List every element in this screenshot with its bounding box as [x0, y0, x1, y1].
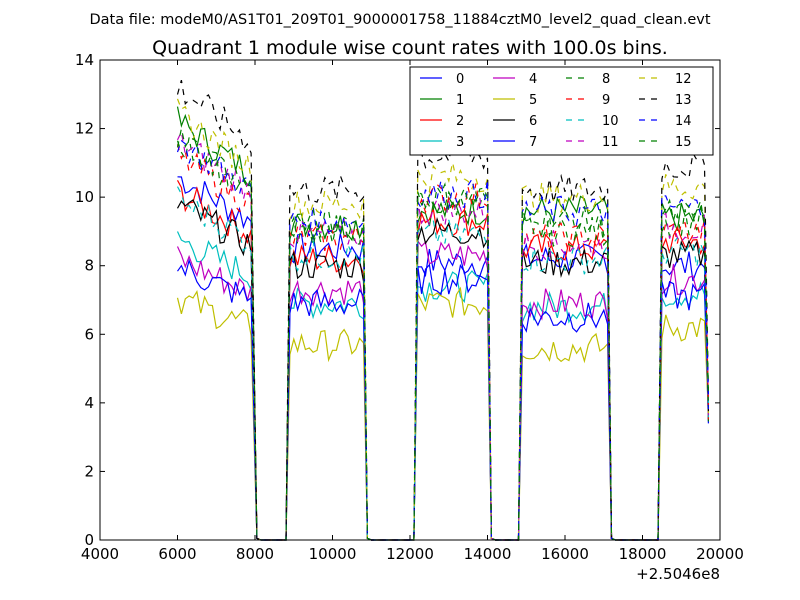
series-10-line [176, 186, 709, 541]
series-7-line [177, 258, 709, 541]
x-tick-label: 12000 [386, 545, 434, 563]
legend-label-2: 2 [456, 114, 464, 129]
series-3-line [176, 231, 709, 541]
legend-label-8: 8 [602, 72, 610, 87]
y-tick-label: 6 [84, 325, 94, 343]
legend-label-4: 4 [529, 72, 537, 87]
series-2-line [176, 180, 709, 541]
y-tick-label: 4 [84, 394, 94, 412]
legend-label-9: 9 [602, 93, 610, 108]
x-offset-label: +2.5046e8 [636, 565, 720, 583]
legend-label-14: 14 [675, 114, 692, 129]
legend-label-12: 12 [675, 72, 692, 87]
plot-lines [176, 79, 709, 541]
x-tick-label: 20000 [696, 545, 744, 563]
series-12-line [176, 98, 709, 541]
legend-label-15: 15 [675, 135, 692, 150]
legend-label-1: 1 [456, 93, 464, 108]
y-tick-label: 12 [75, 120, 94, 138]
chart-title: Quadrant 1 module wise count rates with … [152, 37, 668, 59]
series-14-line [176, 139, 709, 541]
legend-label-3: 3 [456, 135, 464, 150]
x-tick-label: 4000 [81, 545, 119, 563]
series-9-line [176, 144, 709, 541]
legend-label-6: 6 [529, 114, 537, 129]
legend-label-0: 0 [456, 72, 464, 87]
x-tick-label: 8000 [236, 545, 274, 563]
legend-box [409, 66, 714, 156]
x-tick-label: 6000 [158, 545, 196, 563]
axis-ticks: 4000 6000 8000 10000 12000 14000 16000 18000 200… [75, 51, 744, 563]
chart-suptitle: Data file: modeM0/AS1T01_209T01_90000017… [89, 12, 710, 28]
legend-label-5: 5 [529, 93, 537, 108]
y-tick-label: 14 [75, 51, 94, 69]
legend-label-11: 11 [602, 135, 619, 150]
y-tick-label: 0 [84, 531, 94, 549]
y-tick-label: 10 [75, 188, 94, 206]
series-11-line [176, 129, 709, 541]
y-tick-label: 8 [84, 257, 94, 275]
legend-label-7: 7 [529, 135, 537, 150]
x-tick-label: 18000 [619, 545, 667, 563]
series-4-line [176, 239, 709, 541]
series-15-line [176, 128, 709, 541]
y-tick-label: 2 [84, 462, 94, 480]
series-0-line [177, 176, 709, 541]
x-tick-label: 16000 [541, 545, 589, 563]
legend-label-10: 10 [602, 114, 619, 129]
series-8-line [176, 137, 709, 541]
series-5-line [176, 286, 709, 541]
series-6-line [176, 199, 709, 541]
x-tick-label: 10000 [309, 545, 357, 563]
x-tick-label: 14000 [464, 545, 512, 563]
legend-label-13: 13 [675, 93, 692, 108]
